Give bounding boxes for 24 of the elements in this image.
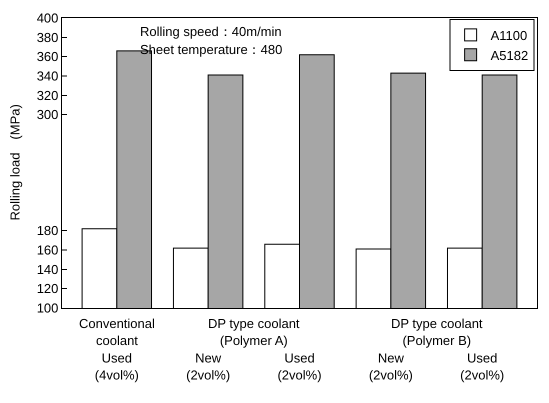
y-tick-label: 180 <box>36 223 58 238</box>
y-tick-label: 100 <box>36 300 58 316</box>
text: DP type coolant (Polymer B) <box>391 316 483 348</box>
legend-label: A1100 <box>490 28 528 43</box>
y-tick-label: 360 <box>36 49 58 64</box>
x-tick-label: Used (2vol%) <box>460 350 504 382</box>
y-tick-label: 320 <box>36 88 58 103</box>
x-tick-label: New (2vol%) <box>186 350 230 382</box>
text: DP type coolant (Polymer A) <box>208 316 300 348</box>
y-axis-title: Rolling load (MPa) <box>8 104 22 220</box>
x-tick-label: Used (2vol%) <box>277 350 322 382</box>
y-tick-label: 120 <box>36 281 58 296</box>
y-tick-label: 340 <box>36 68 58 84</box>
text: Conventional coolant <box>79 316 155 348</box>
x-tick-label: Used (4vol%) <box>94 350 139 382</box>
y-tick-label: 160 <box>36 242 58 258</box>
x-tick-label: New (2vol%) <box>368 350 413 382</box>
annotation: Rolling speed：40m/min <box>140 24 282 39</box>
y-tick-label: 400 <box>36 10 58 26</box>
y-tick-label: 300 <box>36 107 58 122</box>
y-tick-label: 140 <box>36 262 58 277</box>
legend-label: A5182 <box>490 48 528 63</box>
annotation: Sheet temperature：480 <box>140 42 282 57</box>
y-tick-label: 380 <box>36 30 58 45</box>
